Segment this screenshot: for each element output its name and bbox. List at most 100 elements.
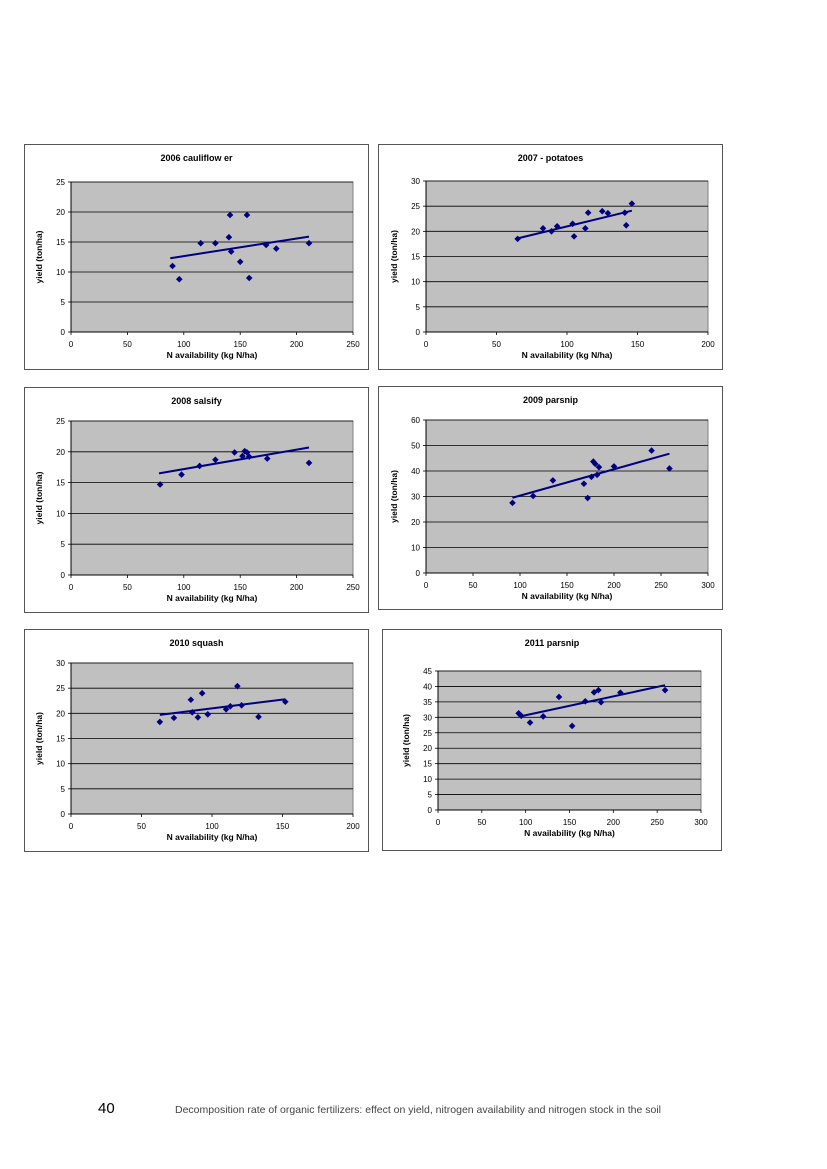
trendline (518, 684, 666, 718)
y-tick-label: 30 (411, 177, 420, 186)
data-point (570, 233, 578, 240)
chart-title: 2009 parsnip (523, 395, 579, 405)
x-tick-label: 150 (234, 340, 248, 349)
chart-2010-squash: 2010 squash 0 5 10 15 20 25 30 0 50 100 150 200 N ava… (34, 638, 360, 842)
y-tick-label: 5 (428, 791, 433, 800)
chart-panel-2006-cauliflower: 2006 cauliflow er 0 5 10 15 20 25 0 50 100 150 200 2… (24, 144, 369, 370)
data-point (509, 499, 516, 507)
y-tick-label: 15 (56, 238, 65, 247)
data-point (628, 200, 636, 207)
chart-panel-2007-potatoes: 2007 - potatoes 0 5 10 15 20 25 30 0 50 100 150 200 N… (378, 144, 723, 370)
data-point (198, 689, 206, 697)
y-axis-label: yield (ton/ha) (389, 230, 399, 283)
data-point (187, 696, 195, 704)
x-tick-label: 200 (607, 818, 621, 827)
y-axis-label: yield (ton/ha) (401, 714, 411, 767)
data-point (305, 459, 313, 467)
x-tick-label: 0 (69, 583, 74, 592)
y-tick-label: 20 (411, 227, 420, 236)
y-tick-label: 0 (428, 806, 433, 815)
data-point (593, 471, 601, 479)
y-tick-label: 25 (56, 178, 65, 187)
y-tick-label: 15 (411, 253, 420, 262)
data-point (584, 494, 591, 502)
y-tick-label: 30 (56, 659, 65, 668)
x-axis-label: N availability (kg N/ha) (522, 350, 613, 360)
data-point (245, 274, 253, 282)
data-point (226, 211, 234, 219)
x-tick-label: 0 (424, 340, 429, 349)
y-tick-label: 35 (423, 698, 432, 707)
data-point (272, 245, 280, 252)
data-point (539, 713, 547, 720)
data-point (227, 248, 235, 255)
data-point (591, 460, 599, 468)
x-tick-label: 0 (436, 818, 441, 827)
data-point (175, 275, 183, 283)
x-tick-label: 100 (205, 822, 219, 831)
y-tick-label: 20 (411, 518, 420, 527)
x-tick-label: 100 (177, 340, 191, 349)
data-point (238, 701, 245, 709)
y-tick-label: 40 (411, 467, 420, 476)
data-point (263, 455, 271, 462)
data-point (170, 714, 178, 722)
y-tick-label: 10 (56, 268, 65, 277)
footer-text: Decomposition rate of organic fertilizer… (175, 1104, 661, 1116)
data-point (282, 698, 289, 706)
y-tick-label: 25 (423, 729, 432, 738)
x-tick-label: 100 (519, 818, 533, 827)
data-point (156, 718, 164, 726)
data-point (604, 209, 612, 217)
x-tick-label: 50 (123, 340, 132, 349)
y-tick-label: 0 (61, 328, 66, 337)
data-point (617, 689, 624, 696)
x-tick-label: 200 (290, 583, 304, 592)
x-tick-label: 250 (346, 340, 360, 349)
x-tick-label: 50 (123, 583, 132, 592)
data-point (169, 262, 176, 270)
y-tick-label: 50 (411, 442, 420, 451)
y-axis-label: yield (ton/ha) (34, 471, 44, 524)
data-point (225, 233, 233, 241)
data-point (590, 689, 598, 696)
chart-title: 2010 squash (169, 638, 223, 648)
data-point (239, 452, 246, 460)
y-tick-label: 0 (61, 571, 66, 580)
data-point (584, 209, 592, 217)
x-tick-label: 150 (631, 340, 645, 349)
y-tick-label: 30 (423, 713, 432, 722)
data-point (549, 477, 557, 484)
plot-area (437, 670, 702, 811)
data-point (595, 463, 603, 471)
chart-2011-parsnip: 2011 parsnip 0 5 10 15 20 25 30 35 40 45 0 50 100 150 2… (401, 638, 708, 838)
y-tick-label: 30 (411, 493, 420, 502)
chart-panel-2008-salsify: 2008 salsify 0 5 10 15 20 25 0 50 100 150 200 250 N a… (24, 387, 369, 613)
x-tick-label: 50 (492, 340, 501, 349)
chart-title: 2007 - potatoes (518, 153, 584, 163)
y-tick-label: 10 (423, 775, 432, 784)
x-tick-label: 150 (276, 822, 290, 831)
y-axis-label: yield (ton/ha) (34, 712, 44, 765)
y-tick-label: 15 (423, 760, 432, 769)
data-point (597, 698, 605, 706)
data-point (582, 225, 589, 232)
y-tick-label: 25 (56, 417, 65, 426)
y-tick-label: 10 (56, 760, 65, 769)
data-point (245, 453, 253, 461)
x-tick-label: 250 (650, 818, 664, 827)
x-tick-label: 200 (346, 822, 360, 831)
y-tick-label: 10 (411, 278, 420, 287)
x-axis-label: N availability (kg N/ha) (524, 828, 615, 838)
y-tick-label: 60 (411, 416, 420, 425)
data-point (517, 712, 525, 720)
trendline (170, 235, 310, 260)
y-tick-label: 10 (411, 544, 420, 553)
y-tick-label: 10 (56, 509, 65, 518)
data-point (526, 719, 534, 726)
trendline (158, 446, 310, 475)
data-point (580, 480, 588, 488)
y-tick-label: 0 (416, 328, 421, 337)
data-point (569, 220, 576, 228)
